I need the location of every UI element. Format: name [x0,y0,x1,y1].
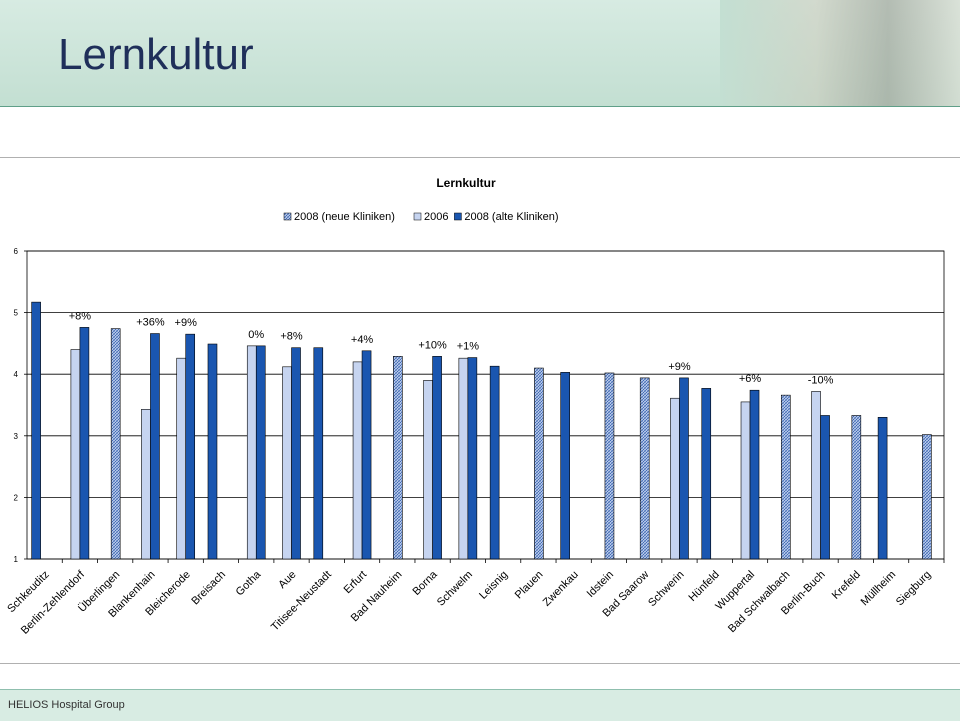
legend-label-y2006: 2006 [424,211,448,223]
x-tick-label: Leisnig [477,569,510,602]
bar-neu [604,372,615,560]
y-axis: 1 2 3 4 5 6 [14,247,27,564]
x-tick-label: Titisee-Neustadt [269,569,334,634]
chart-frame [0,157,960,664]
legend-label-alt: 2008 (alte Kliniken) [464,211,558,223]
legend-swatch-alt [454,212,462,221]
x-tick-label: Schwerin [646,569,686,609]
x-tick-label: Borna [410,568,440,598]
bar-alt [749,389,760,560]
bar-y2006 [352,361,363,560]
legend-label-neu: 2008 (neue Kliniken) [294,211,395,223]
bar-alt [150,333,160,560]
x-tick-label: Plauen [513,569,546,602]
y-tick-label: 3 [14,432,19,441]
bar-neu [639,377,650,560]
x-tick-label: Hünfeld [687,569,722,604]
legend-swatch-neu [283,212,292,221]
change-annotation: +6% [739,373,762,385]
bar-y2006 [670,397,680,560]
y-tick-label: 6 [14,247,19,256]
bar-y2006 [70,349,81,560]
chart-bars [31,301,932,560]
bar-alt [291,347,301,560]
bar-neu [922,434,932,560]
bar-alt [489,365,500,560]
bar-alt [313,347,324,560]
x-tick-label: Müllheim [859,569,899,609]
bar-neu [851,415,862,560]
x-tick-label: Berlin-Zehlendorf [19,568,88,637]
bar-y2006 [458,357,469,560]
change-annotation: +9% [175,317,198,329]
y-tick-label: 5 [14,309,19,318]
legend-swatch-y2006 [413,212,422,221]
bar-alt [432,356,442,560]
change-annotation: 0% [248,329,264,341]
bar-alt [701,388,712,560]
change-annotation: +9% [668,361,691,373]
bar-alt [31,301,41,560]
bar-y2006 [282,366,292,560]
x-tick-label: Schwelm [435,569,475,609]
change-annotation: +36% [136,317,165,329]
bar-y2006 [423,380,433,560]
bar-alt [185,333,196,560]
plot-area [26,250,945,560]
x-axis: SchkeuditzBerlin-ZehlendorfÜberlingenBla… [5,559,945,637]
x-tick-label: Krefeld [830,569,863,602]
x-tick-label: Zwenkau [541,569,581,609]
bar-alt [79,327,90,560]
bar-y2006 [141,409,151,560]
bar-alt [255,345,266,560]
bar-alt [560,372,570,560]
bar-neu [534,367,544,560]
footer-text: HELIOS Hospital Group [8,699,125,711]
y-tick-label: 1 [14,555,19,564]
chart-title: Lernkultur [436,176,496,190]
chart-gridlines [26,250,945,560]
x-tick-label: Gotha [234,568,264,598]
bar-alt [467,357,478,560]
bar-alt [679,377,689,560]
y-tick-label: 4 [14,370,19,379]
bar-y2006 [176,357,187,560]
bar-alt [877,417,888,560]
change-annotation: +4% [351,334,374,346]
bar-neu [110,328,121,560]
slide-header: Lernkultur [0,0,960,107]
change-annotation: +8% [69,310,92,322]
x-tick-label: Breisach [189,569,228,608]
change-annotation: +10% [418,339,447,351]
change-annotation: +1% [457,341,480,353]
bar-y2006 [740,401,751,560]
header-photo [720,0,960,106]
bar-neu [393,356,403,560]
change-annotation: -10% [808,374,834,386]
x-tick-label: Aue [276,569,298,591]
x-tick-label: Idstein [585,569,616,600]
lernkultur-bar-chart: Lernkultur 2008 (neue Kliniken) 2006 2008 … [5,176,945,637]
x-tick-label: Bad Schwalbach [726,569,792,635]
bar-y2006 [811,391,821,560]
chart-legend: 2008 (neue Kliniken) 2006 2008 (alte Klini… [283,211,559,223]
bar-alt [820,415,830,560]
bar-alt [207,343,218,560]
x-tick-label: Siegburg [894,569,934,609]
bar-y2006 [246,345,257,560]
y-tick-label: 2 [14,493,19,502]
change-annotation: +8% [280,331,303,343]
x-tick-label: Erfurt [342,569,370,597]
chart-annotations: +8% +36% +9% 0% +8% +4% +10% +1% +9% +6% -10% [69,310,834,386]
slide-title: Lernkultur [58,30,254,79]
slide-footer: HELIOS Hospital Group [0,689,960,721]
bar-neu [780,394,791,560]
bar-alt [361,350,372,560]
